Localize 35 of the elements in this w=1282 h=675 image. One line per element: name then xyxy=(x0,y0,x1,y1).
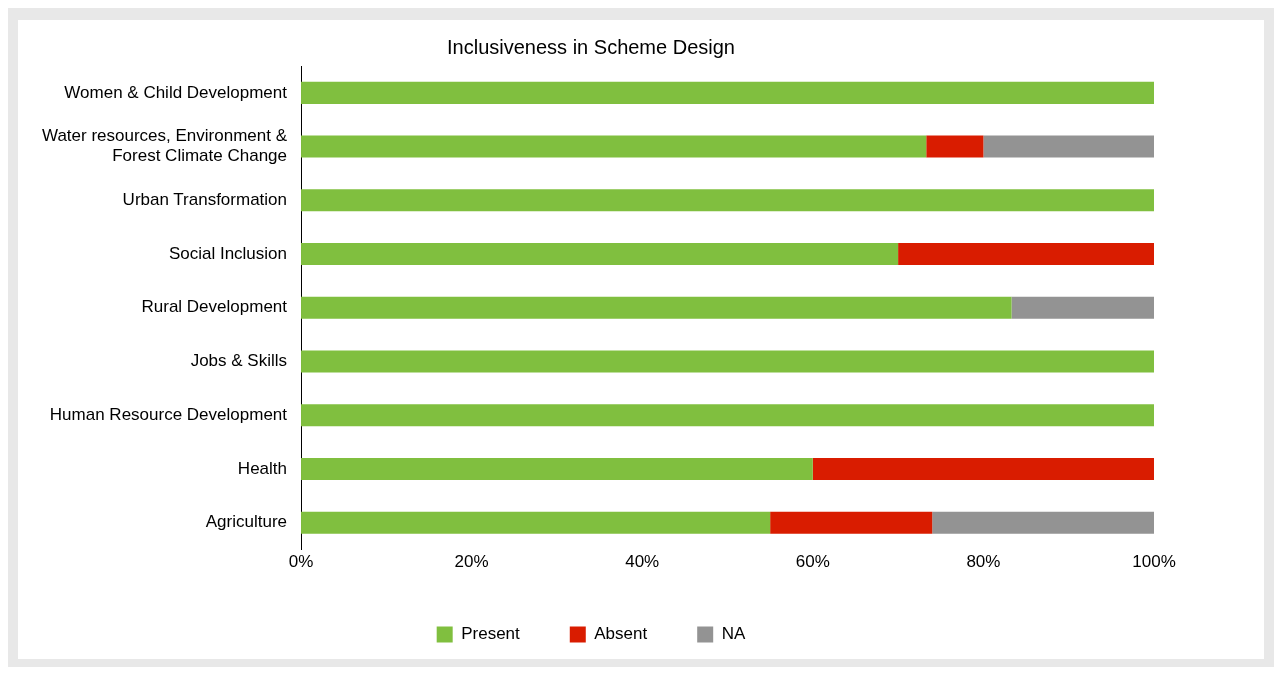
bar xyxy=(301,404,1154,427)
chart-title: Inclusiveness in Scheme Design xyxy=(447,35,735,58)
legend-label: Absent xyxy=(594,624,648,644)
x-tick-label: 0% xyxy=(288,552,314,572)
y-tick-label: Water resources, Environment & Forest Climate Change xyxy=(42,126,288,166)
bar xyxy=(301,81,1154,104)
y-tick-label: Women & Child Development xyxy=(64,82,288,102)
x-tick-label: 40% xyxy=(625,552,660,572)
bar xyxy=(301,243,899,266)
bar xyxy=(301,511,771,534)
y-tick-label: Social Inclusion xyxy=(168,243,288,263)
bar xyxy=(926,135,984,158)
bar xyxy=(301,350,1154,373)
bar xyxy=(1011,296,1154,319)
bar xyxy=(301,457,813,481)
x-tick-label: 20% xyxy=(454,552,489,572)
bar xyxy=(301,296,1012,319)
y-tick-label: Agriculture xyxy=(205,512,288,532)
x-tick-label: 60% xyxy=(795,552,830,572)
bar xyxy=(770,511,933,534)
bar xyxy=(983,135,1154,158)
legend-label: NA xyxy=(721,624,746,644)
bar xyxy=(301,189,1154,212)
x-tick-label: 100% xyxy=(1132,552,1176,572)
bar xyxy=(932,511,1154,534)
y-tick-label: Jobs & Skills xyxy=(190,351,288,371)
y-tick-label: Rural Development xyxy=(141,297,288,317)
legend-label: Present xyxy=(461,624,521,644)
y-tick-label: Urban Transformation xyxy=(122,190,288,210)
bar xyxy=(898,243,1154,266)
x-tick-label: 80% xyxy=(966,552,1001,572)
y-tick-label: Human Resource Development xyxy=(49,404,288,424)
bar xyxy=(301,135,927,158)
bar xyxy=(812,457,1154,481)
y-tick-label: Health xyxy=(237,458,288,478)
